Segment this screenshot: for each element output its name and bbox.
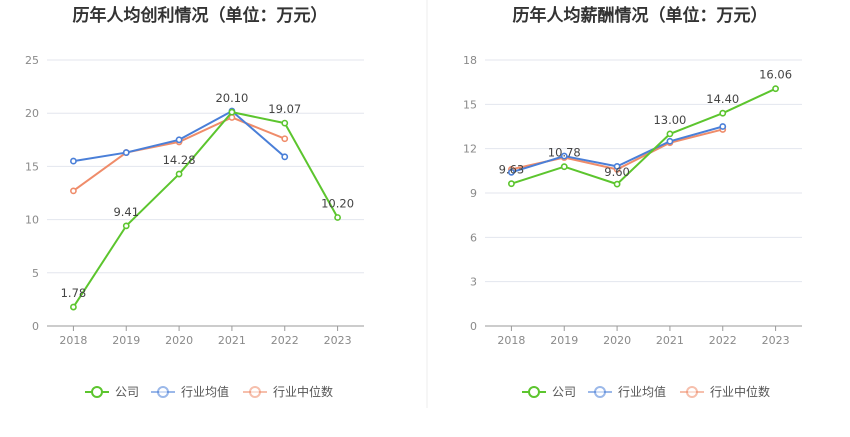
chart-profit-per-capita: 历年人均创利情况（单位：万元） 0 5 10 15 20 25 2018 2019 2020 20… — [25, 5, 364, 399]
data-point[interactable] — [334, 214, 341, 221]
legend-marker-icon — [249, 386, 261, 398]
data-point[interactable] — [70, 303, 77, 311]
x-tick-label: 2019 — [112, 334, 140, 347]
data-point[interactable] — [508, 168, 515, 176]
legend-label: 公司 — [115, 385, 139, 399]
data-point[interactable] — [175, 136, 183, 144]
data-label: 14.28 — [163, 153, 196, 167]
data-label: 9.60 — [604, 165, 630, 179]
x-tick-label: 2021 — [218, 334, 246, 347]
x-tick-label: 2018 — [59, 334, 87, 347]
data-point[interactable] — [122, 149, 130, 156]
data-point[interactable] — [613, 162, 621, 170]
y-tick-label: 3 — [470, 276, 477, 289]
y-tick-label: 25 — [25, 54, 39, 67]
legend-item[interactable]: 行业中位数 — [243, 384, 333, 399]
y-tick-label: 15 — [25, 160, 39, 173]
y-tick-label: 12 — [463, 143, 477, 156]
legend-item[interactable]: 行业中位数 — [680, 384, 770, 399]
series-line — [511, 87, 777, 186]
data-point[interactable] — [228, 108, 236, 116]
data-label: 14.40 — [706, 92, 739, 106]
data-point[interactable] — [508, 180, 515, 188]
y-tick-label: 6 — [470, 231, 477, 244]
y-tick-label: 15 — [463, 98, 477, 111]
y-tick-label: 0 — [32, 320, 39, 333]
legend-item[interactable]: 公司 — [85, 385, 139, 399]
x-tick-label: 2023 — [762, 334, 790, 347]
data-point[interactable] — [560, 152, 568, 160]
data-label: 20.10 — [215, 91, 248, 105]
legend-marker-icon — [594, 386, 606, 398]
data-label: 16.06 — [759, 68, 792, 82]
legend-marker-icon — [91, 386, 103, 398]
x-tick-label: 2020 — [165, 334, 193, 347]
series-line — [72, 111, 339, 308]
legend-marker-icon — [528, 386, 540, 398]
x-tick-label: 2018 — [497, 334, 525, 347]
data-point[interactable] — [560, 163, 568, 171]
x-tick-label: 2020 — [603, 334, 631, 347]
legend-label: 公司 — [552, 385, 576, 399]
data-point[interactable] — [666, 137, 674, 145]
y-tick-label: 9 — [470, 187, 477, 200]
x-tick-label: 2021 — [656, 334, 684, 347]
legend-label: 行业均值 — [618, 384, 666, 399]
data-point[interactable] — [281, 119, 289, 127]
legend-item[interactable]: 行业均值 — [151, 384, 229, 399]
y-tick-label: 20 — [25, 107, 39, 120]
data-point[interactable] — [666, 130, 674, 138]
legend-label: 行业中位数 — [710, 384, 770, 399]
data-label: 13.00 — [653, 113, 686, 127]
data-point[interactable] — [281, 153, 289, 161]
y-tick-label: 0 — [470, 320, 477, 333]
legend-item[interactable]: 公司 — [522, 385, 576, 399]
y-tick-label: 10 — [25, 214, 39, 227]
data-label: 10.78 — [548, 146, 581, 160]
data-label: 1.78 — [61, 286, 87, 300]
y-tick-label: 5 — [32, 267, 39, 280]
data-point[interactable] — [719, 109, 727, 117]
legend-label: 行业均值 — [181, 384, 229, 399]
legend-marker-icon — [686, 386, 698, 398]
x-tick-label: 2019 — [550, 334, 578, 347]
x-tick-label: 2022 — [709, 334, 737, 347]
legend[interactable]: 公司 行业均值 行业中位数 — [85, 384, 333, 399]
data-label: 9.41 — [113, 205, 139, 219]
data-point[interactable] — [70, 187, 77, 195]
chart-title: 历年人均薪酬情况（单位：万元） — [513, 5, 768, 26]
data-label: 9.63 — [499, 163, 525, 177]
y-tick-label: 18 — [463, 54, 477, 67]
data-point[interactable] — [175, 170, 183, 178]
data-point[interactable] — [281, 135, 289, 143]
data-point[interactable] — [613, 180, 621, 188]
legend-label: 行业中位数 — [273, 384, 333, 399]
legend-marker-icon — [157, 386, 169, 398]
data-label: 10.20 — [321, 196, 354, 210]
data-point[interactable] — [719, 123, 727, 130]
data-label: 19.07 — [268, 102, 301, 116]
data-point[interactable] — [772, 85, 779, 93]
legend-item[interactable]: 行业均值 — [588, 384, 666, 399]
chart-title: 历年人均创利情况（单位：万元） — [73, 5, 328, 26]
legend[interactable]: 公司 行业均值 行业中位数 — [522, 384, 770, 399]
data-point[interactable] — [122, 222, 130, 230]
x-tick-label: 2022 — [271, 334, 299, 347]
data-point[interactable] — [70, 157, 77, 165]
chart-salary-per-capita: 历年人均薪酬情况（单位：万元） 0 3 6 9 12 15 18 2018 2019 2020 20… — [463, 5, 802, 399]
x-tick-label: 2023 — [324, 334, 352, 347]
